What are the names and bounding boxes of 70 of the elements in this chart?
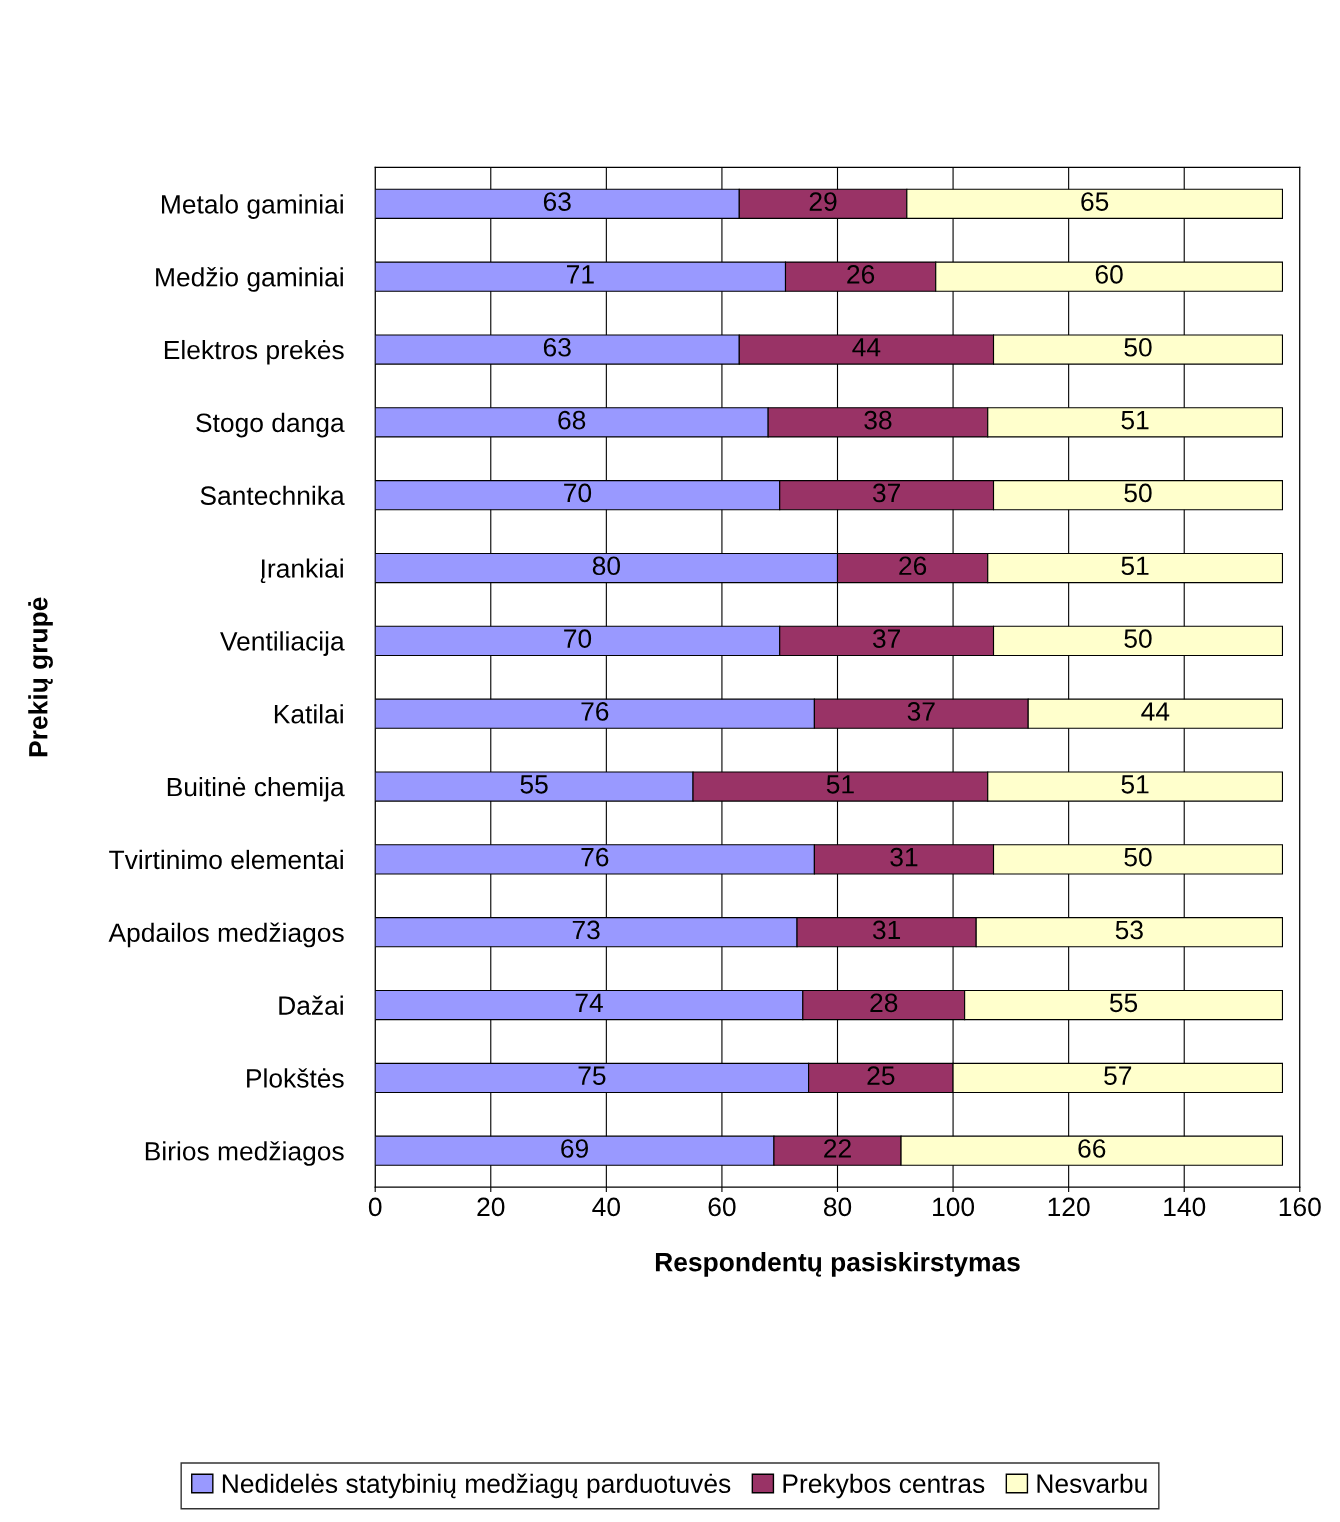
data-label: 53 bbox=[1115, 920, 1143, 940]
data-label: 80 bbox=[592, 556, 620, 576]
data-label: 26 bbox=[899, 556, 927, 576]
y-tick-label: Stogo danga bbox=[196, 412, 345, 438]
x-tick-label: 120 bbox=[1048, 1197, 1090, 1217]
data-label: 44 bbox=[852, 338, 881, 357]
x-tick-label: 80 bbox=[823, 1197, 852, 1217]
y-tick-label: Ventiliacija bbox=[220, 631, 345, 656]
data-label: 74 bbox=[575, 993, 603, 1012]
y-tick-label: Katilai bbox=[274, 704, 343, 724]
x-tick-label: 140 bbox=[1164, 1197, 1206, 1217]
data-label: 70 bbox=[564, 629, 592, 648]
x-tick-label: 40 bbox=[592, 1197, 620, 1217]
data-label: 51 bbox=[1121, 411, 1149, 430]
data-label: 22 bbox=[824, 1139, 851, 1158]
data-label: 50 bbox=[1124, 847, 1152, 867]
data-label: 68 bbox=[558, 410, 586, 430]
y-axis-title: Prekių grupė bbox=[28, 597, 53, 757]
data-label: 37 bbox=[872, 629, 900, 648]
data-label: 50 bbox=[1124, 483, 1152, 503]
y-tick-label: Metalo gaminiai bbox=[162, 194, 343, 219]
data-label: 60 bbox=[1095, 265, 1123, 284]
x-tick-label: 60 bbox=[708, 1197, 736, 1217]
data-label: 31 bbox=[872, 920, 901, 940]
y-tick-label: Medžio gaminiai bbox=[156, 267, 343, 292]
data-label: 44 bbox=[1141, 702, 1170, 721]
data-label: 57 bbox=[1104, 1066, 1132, 1085]
data-label: 65 bbox=[1081, 192, 1109, 211]
y-tick-label: Santechnika bbox=[200, 485, 345, 506]
data-label: 63 bbox=[543, 337, 571, 357]
data-label: 51 bbox=[826, 775, 854, 794]
data-label: 50 bbox=[1124, 629, 1152, 648]
y-tick-label: Įrankiai bbox=[260, 558, 343, 584]
x-tick-label: 0 bbox=[368, 1197, 382, 1217]
data-label: 31 bbox=[890, 847, 918, 867]
data-label: 51 bbox=[1121, 556, 1149, 576]
y-tick-label: Dažai bbox=[279, 995, 343, 1015]
x-tick-label: 100 bbox=[933, 1197, 975, 1217]
data-label: 29 bbox=[809, 192, 837, 211]
legend-label: Nedidelės statybinių medžiagų parduotuvės bbox=[222, 1473, 731, 1499]
legend-label: Nesvarbu bbox=[1037, 1473, 1147, 1494]
x-tick-label: 20 bbox=[477, 1197, 505, 1217]
legend-label: Prekybos centras bbox=[783, 1473, 985, 1499]
data-label: 73 bbox=[572, 920, 600, 940]
data-label: 75 bbox=[578, 1066, 606, 1085]
data-label: 70 bbox=[564, 483, 592, 503]
data-label: 25 bbox=[867, 1066, 895, 1085]
y-tick-label: Elektros prekės bbox=[164, 339, 344, 365]
data-label: 37 bbox=[872, 483, 900, 503]
data-label: 38 bbox=[864, 410, 892, 430]
data-label: 76 bbox=[581, 847, 609, 867]
data-label: 28 bbox=[870, 993, 898, 1013]
y-tick-label: Tvirtinimo elementai bbox=[109, 849, 343, 870]
data-label: 71 bbox=[567, 265, 594, 284]
data-label: 66 bbox=[1078, 1139, 1106, 1158]
data-label: 26 bbox=[847, 265, 875, 284]
data-label: 55 bbox=[1109, 993, 1138, 1013]
x-axis-title: Respondentų pasiskirstymas bbox=[655, 1252, 1020, 1277]
y-tick-label: Plokštės bbox=[247, 1068, 344, 1088]
data-label: 50 bbox=[1124, 337, 1152, 357]
data-label: 51 bbox=[1121, 775, 1149, 794]
y-tick-label: Birios medžiagos bbox=[145, 1141, 344, 1166]
data-label: 76 bbox=[581, 702, 609, 721]
data-label: 55 bbox=[520, 775, 548, 794]
data-label: 63 bbox=[543, 192, 571, 211]
x-tick-label: 160 bbox=[1279, 1197, 1321, 1217]
data-label: 69 bbox=[561, 1139, 588, 1158]
y-tick-label: Apdailos medžiagos bbox=[108, 922, 344, 948]
data-label: 37 bbox=[907, 702, 935, 721]
y-tick-label: Buitinė chemija bbox=[167, 776, 345, 802]
